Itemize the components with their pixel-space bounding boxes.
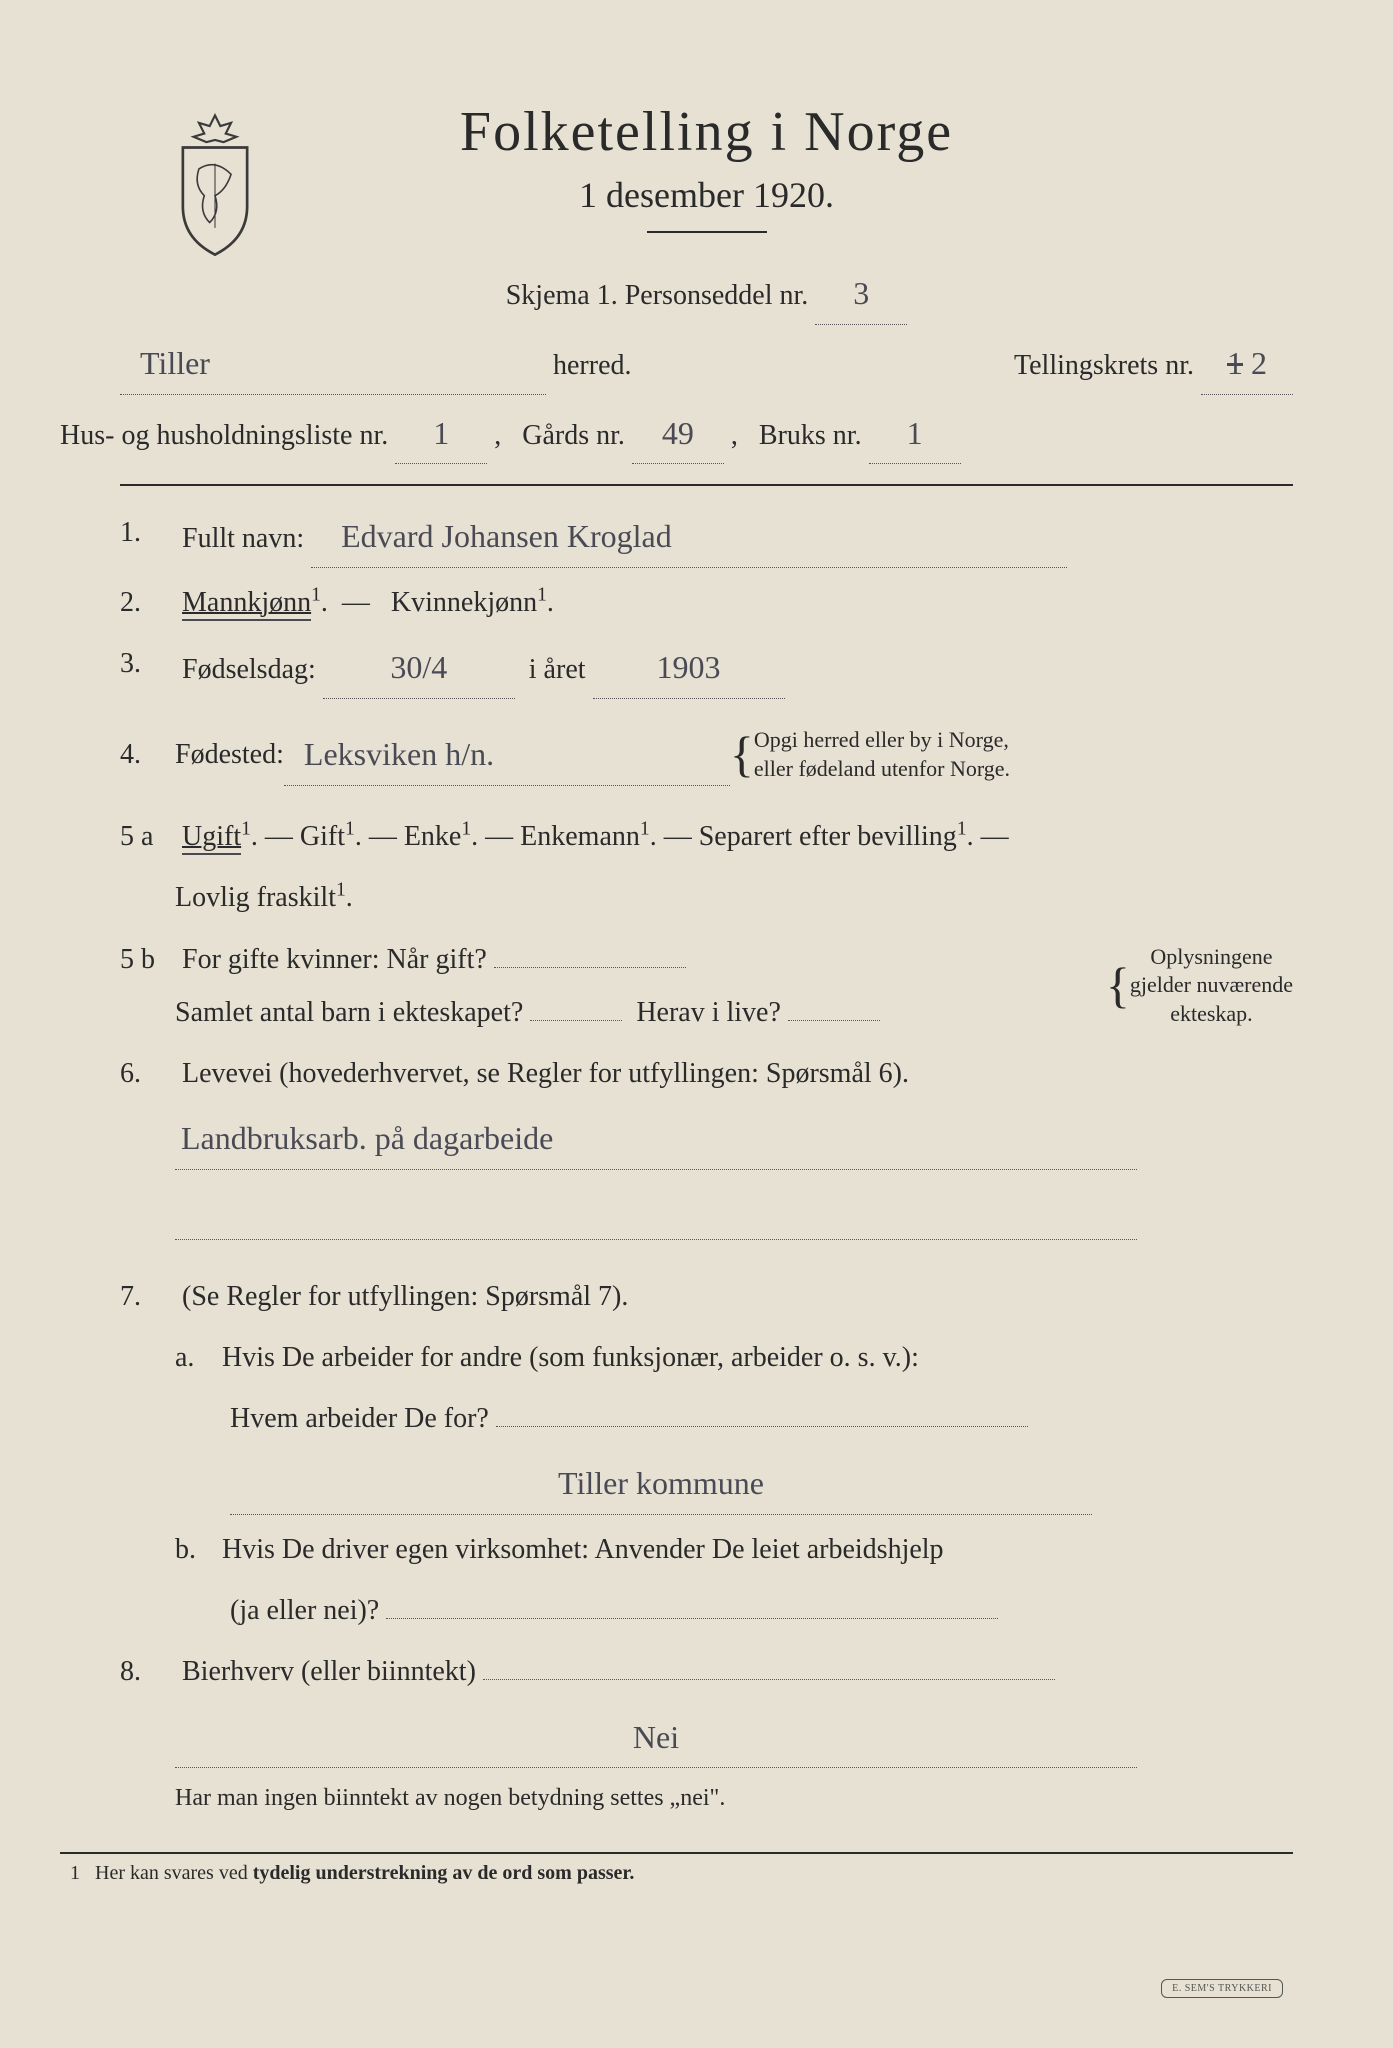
q8-num: 8. bbox=[120, 1645, 175, 1698]
q5b-gift-year bbox=[494, 967, 686, 968]
bruks-nr: 1 bbox=[869, 403, 961, 465]
q3-year-label: i året bbox=[529, 654, 586, 685]
q7a-num: a. bbox=[175, 1331, 215, 1384]
personseddel-nr: 3 bbox=[815, 263, 907, 325]
brace-icon: { bbox=[730, 707, 754, 802]
q7a-row: a. Hvis De arbeider for andre (som funks… bbox=[175, 1331, 1293, 1384]
q5a-separert: Separert efter bevilling bbox=[699, 821, 957, 852]
q3-year: 1903 bbox=[593, 637, 785, 699]
skjema-label: Skjema 1. Personseddel nr. bbox=[506, 280, 809, 311]
norway-coat-of-arms-icon bbox=[160, 110, 270, 260]
q2-row: 2. Mannkjønn1. — Kvinnekjønn1. bbox=[120, 576, 1293, 629]
q7-row: 7. (Se Regler for utfyllingen: Spørsmål … bbox=[120, 1270, 1293, 1323]
q5b-label1: For gifte kvinner: Når gift? bbox=[182, 944, 487, 975]
q6-label: Levevei (hovederhvervet, se Regler for u… bbox=[182, 1058, 909, 1089]
gards-nr: 49 bbox=[632, 403, 724, 465]
personseddel-row: Skjema 1. Personseddel nr. 3 bbox=[120, 263, 1293, 325]
census-form-page: Folketelling i Norge 1 desember 1920. Sk… bbox=[0, 0, 1393, 2048]
q6-value: Landbruksarb. på dagarbeide bbox=[175, 1108, 1137, 1170]
herred-value: Tiller bbox=[120, 333, 546, 395]
form-header: Folketelling i Norge 1 desember 1920. bbox=[120, 100, 1293, 233]
q1-value: Edvard Johansen Kroglad bbox=[311, 506, 1067, 568]
q8-value: Nei bbox=[175, 1707, 1137, 1769]
q7b-blank bbox=[386, 1618, 998, 1619]
q7b-label1: Hvis De driver egen virksomhet: Anvender… bbox=[222, 1534, 944, 1565]
herred-label: herred. bbox=[553, 350, 632, 381]
q5a-ugift: Ugift bbox=[182, 821, 241, 855]
q1-label: Fullt navn: bbox=[182, 523, 304, 554]
q2-kvinne: Kvinnekjønn bbox=[391, 587, 537, 618]
q7b-row: b. Hvis De driver egen virksomhet: Anven… bbox=[175, 1523, 1293, 1576]
q7-label: (Se Regler for utfyllingen: Spørsmål 7). bbox=[182, 1281, 628, 1312]
q5b-live bbox=[788, 1020, 880, 1021]
q4-value: Leksviken h/n. bbox=[284, 724, 730, 786]
q6-value-row: Landbruksarb. på dagarbeide bbox=[175, 1108, 1293, 1170]
q5b-note: Oplysningene gjelder nuværende ekteskap. bbox=[1130, 943, 1293, 1029]
q8-hint: Har man ingen biinntekt av nogen betydni… bbox=[175, 1776, 1293, 1822]
q5a-row: 5 a Ugift1. — Gift1. — Enke1. — Enkemann… bbox=[120, 810, 1293, 863]
q8-value-row: Nei bbox=[175, 1707, 1293, 1769]
q6-row: 6. Levevei (hovederhvervet, se Regler fo… bbox=[120, 1047, 1293, 1100]
q5a-num: 5 a bbox=[120, 810, 175, 863]
footnote-row: 1 Her kan svares ved tydelig understrekn… bbox=[60, 1852, 1293, 1885]
q7b-label2: (ja eller nei)? bbox=[230, 1595, 379, 1626]
q5b-barn bbox=[530, 1020, 622, 1021]
bruks-label: Bruks nr. bbox=[759, 420, 862, 451]
q5a-enkemann: Enkemann bbox=[520, 821, 640, 852]
herred-row: Tiller herred. Tellingskrets nr. 1 2 bbox=[120, 333, 1293, 395]
q2-mann: Mannkjønn bbox=[182, 587, 311, 621]
q5a-gift: Gift bbox=[300, 821, 345, 852]
q7a-row2: Hvem arbeider De for? bbox=[230, 1392, 1293, 1445]
q5b-num: 5 b bbox=[120, 933, 175, 986]
q1-row: 1. Fullt navn: Edvard Johansen Kroglad bbox=[120, 506, 1293, 568]
q4-note: Opgi herred eller by i Norge, eller føde… bbox=[754, 726, 1010, 783]
form-date: 1 desember 1920. bbox=[120, 174, 1293, 216]
q4-label: Fødested: bbox=[175, 728, 284, 781]
q7a-blank bbox=[496, 1426, 1028, 1427]
q8-blank1 bbox=[483, 1679, 1055, 1680]
hus-nr: 1 bbox=[395, 403, 487, 465]
q7a-label1: Hvis De arbeider for andre (som funksjon… bbox=[222, 1342, 919, 1373]
q2-num: 2. bbox=[120, 576, 175, 629]
q6-blank2 bbox=[175, 1178, 1293, 1240]
q3-label: Fødselsdag: bbox=[182, 654, 316, 685]
brace-icon: { bbox=[1106, 938, 1130, 1033]
q5a-enke: Enke bbox=[404, 821, 462, 852]
gards-label: Gårds nr. bbox=[522, 420, 625, 451]
q7b-num: b. bbox=[175, 1523, 215, 1576]
q5a-fraskilt: Lovlig fraskilt bbox=[175, 882, 336, 913]
tellingskrets-nr: 1 2 bbox=[1201, 333, 1293, 395]
form-title: Folketelling i Norge bbox=[120, 100, 1293, 164]
q5b-row: 5 b For gifte kvinner: Når gift? Samlet … bbox=[120, 933, 1293, 1039]
q7-num: 7. bbox=[120, 1270, 175, 1323]
hus-row: Hus- og husholdningsliste nr. 1 , Gårds … bbox=[60, 403, 1293, 465]
q1-num: 1. bbox=[120, 506, 175, 559]
footnote-num: 1 bbox=[70, 1862, 80, 1884]
q3-row: 3. Fødselsdag: 30/4 i året 1903 bbox=[120, 637, 1293, 699]
q8-row: 8. Bierhverv (eller biinntekt) bbox=[120, 1645, 1293, 1698]
footnote-text: Her kan svares ved tydelig understreknin… bbox=[95, 1862, 634, 1884]
q6-num: 6. bbox=[120, 1047, 175, 1100]
section-divider bbox=[120, 484, 1293, 486]
q7a-value-row: Tiller kommune bbox=[230, 1453, 1293, 1515]
printer-stamp: E. SEM'S TRYKKERI bbox=[1161, 1979, 1283, 1998]
tellingskrets-label: Tellingskrets nr. bbox=[1014, 350, 1194, 381]
q7a-label2: Hvem arbeider De for? bbox=[230, 1403, 489, 1434]
hus-label: Hus- og husholdningsliste nr. bbox=[60, 420, 388, 451]
q3-day: 30/4 bbox=[323, 637, 515, 699]
q3-num: 3. bbox=[120, 637, 175, 690]
q5a-row2: Lovlig fraskilt1. bbox=[175, 871, 1293, 924]
q5b-label2: Samlet antal barn i ekteskapet? bbox=[175, 997, 523, 1028]
q7a-value: Tiller kommune bbox=[230, 1453, 1092, 1515]
q7b-row2: (ja eller nei)? bbox=[230, 1584, 1293, 1637]
q4-row: 4. Fødested: Leksviken h/n. { Opgi herre… bbox=[120, 707, 1293, 802]
q5b-label3: Herav i live? bbox=[636, 997, 781, 1028]
q4-num: 4. bbox=[120, 728, 175, 781]
header-divider bbox=[647, 231, 767, 233]
q8-label: Bierhverv (eller biinntekt) bbox=[182, 1656, 476, 1687]
